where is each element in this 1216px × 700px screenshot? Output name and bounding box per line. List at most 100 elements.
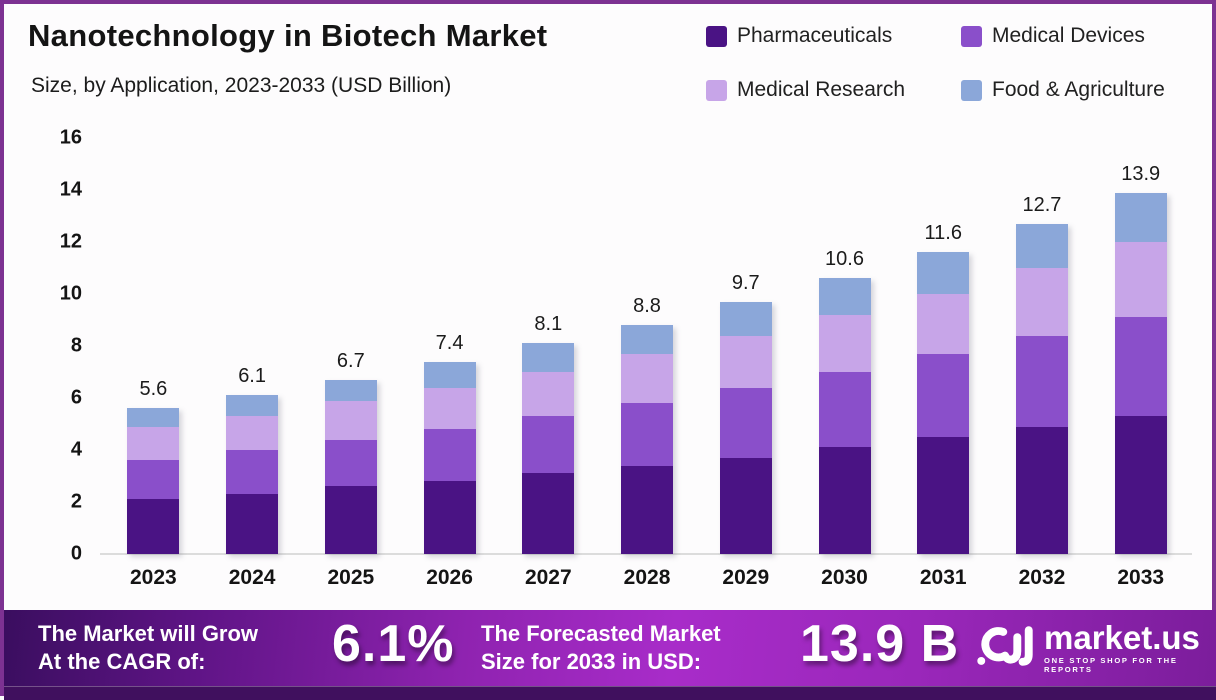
bar-segment-food-agriculture	[621, 325, 674, 354]
bar-segment-pharmaceuticals	[522, 473, 575, 554]
legend: Pharmaceuticals Medical Devices Medical Re…	[706, 24, 1208, 102]
y-tick-label: 0	[70, 542, 82, 565]
y-tick-label: 2	[70, 490, 82, 513]
bar-total-label: 6.1	[238, 365, 266, 388]
legend-item-food-agriculture: Food & Agriculture	[961, 78, 1208, 102]
x-axis-line	[100, 553, 1192, 555]
bar-segment-food-agriculture	[226, 395, 279, 417]
bar-segment-pharmaceuticals	[917, 437, 970, 554]
bar-total-label: 12.7	[1022, 193, 1062, 216]
bar-segment-food-agriculture	[719, 301, 772, 336]
stacked-bar-2025	[324, 379, 377, 554]
bar-segment-medical-research	[1114, 242, 1167, 318]
y-tick-label: 10	[59, 282, 82, 305]
bar-segment-medical-research	[818, 314, 871, 373]
bar-segment-medical-research	[522, 372, 575, 417]
stacked-bar-2030	[818, 278, 871, 554]
bar-segment-medical-devices	[1114, 317, 1167, 417]
stacked-bar-2031	[917, 252, 970, 554]
footer-bottom-strip	[4, 686, 1216, 700]
y-axis: 0 2 4 6 8 10 12 14 16	[34, 127, 82, 565]
x-axis-labels: 2023 2024 2025 2026 2027 2028 2029 2030 2031 2032…	[104, 566, 1190, 590]
stacked-bar-2026	[423, 361, 476, 554]
bar-segment-medical-devices	[818, 372, 871, 448]
bar-total-label: 13.9	[1121, 162, 1161, 185]
bar-column-2026: 7.4	[400, 138, 499, 554]
stacked-bar-2033	[1114, 192, 1167, 554]
stacked-bar-2027	[522, 343, 575, 554]
bar-segment-food-agriculture	[1015, 223, 1068, 269]
bar-segment-medical-devices	[1015, 335, 1068, 427]
stacked-bar-2023	[127, 408, 180, 554]
x-axis-label-2032: 2032	[1018, 566, 1066, 589]
bar-segment-food-agriculture	[127, 408, 180, 427]
bar-column-2029: 9.7	[696, 138, 795, 554]
legend-swatch-icon	[961, 79, 982, 101]
x-axis-label-2030: 2030	[821, 566, 868, 589]
bar-segment-pharmaceuticals	[226, 494, 279, 554]
bar-segment-medical-devices	[621, 403, 674, 466]
cagr-label: The Market will Grow At the CAGR of:	[38, 621, 259, 674]
bar-segment-medical-devices	[127, 460, 180, 500]
bar-segment-food-agriculture	[1114, 192, 1167, 243]
bar-segment-medical-research	[719, 335, 772, 388]
y-tick-label: 12	[59, 230, 82, 253]
x-axis-label-2031: 2031	[919, 566, 967, 589]
cagr-value: 6.1%	[332, 615, 455, 673]
bar-column-2028: 8.8	[598, 138, 697, 554]
bar-total-label: 7.4	[435, 331, 464, 354]
legend-item-medical-research: Medical Research	[706, 78, 953, 102]
bar-column-2032: 12.7	[993, 138, 1092, 554]
legend-label: Food & Agriculture	[992, 78, 1165, 101]
legend-swatch-icon	[706, 25, 727, 47]
bar-column-2024: 6.1	[203, 138, 302, 554]
stacked-bar-2024	[226, 395, 279, 554]
bar-total-label: 11.6	[924, 222, 962, 245]
brand-tagline: ONE STOP SHOP FOR THE REPORTS	[1044, 656, 1178, 674]
y-tick-label: 14	[59, 178, 82, 201]
bar-total-label: 8.8	[633, 295, 661, 318]
bar-column-2030: 10.6	[795, 138, 894, 554]
bar-total-label: 10.6	[825, 248, 864, 271]
bar-total-label: 8.1	[534, 313, 563, 336]
bar-column-2025: 6.7	[301, 138, 400, 554]
x-axis-label-2023: 2023	[130, 566, 177, 589]
market-us-brand-link[interactable]: market.us ONE STOP SHOP FOR THE REPORTS	[976, 621, 1216, 674]
bar-segment-medical-devices	[423, 429, 476, 482]
bar-segment-medical-devices	[324, 439, 377, 487]
y-tick-label: 8	[70, 334, 82, 357]
footer-banner: The Market will Grow At the CAGR of: 6.1…	[4, 610, 1216, 686]
bar-column-2027: 8.1	[499, 138, 598, 554]
forecast-label: The Forecasted Market Size for 2033 in U…	[481, 621, 721, 674]
stacked-bar-2028	[621, 325, 674, 554]
bar-segment-food-agriculture	[818, 278, 871, 315]
bar-segment-medical-research	[324, 400, 377, 440]
legend-label: Medical Devices	[992, 24, 1145, 47]
bar-segment-pharmaceuticals	[621, 465, 674, 554]
legend-swatch-icon	[706, 79, 727, 101]
forecast-value: 13.9 B	[800, 615, 960, 673]
bar-segment-medical-devices	[522, 416, 575, 474]
bar-segment-medical-research	[1015, 268, 1068, 336]
x-axis-label-2027: 2027	[524, 566, 572, 589]
bar-segment-food-agriculture	[423, 361, 476, 388]
bar-segment-pharmaceuticals	[1015, 426, 1068, 554]
x-axis-label-2024: 2024	[228, 566, 276, 589]
legend-item-pharmaceuticals: Pharmaceuticals	[706, 24, 953, 48]
x-axis-label-2025: 2025	[327, 566, 375, 589]
bar-segment-medical-research	[226, 416, 279, 451]
bar-segment-medical-research	[423, 387, 476, 430]
bar-segment-medical-research	[917, 294, 970, 354]
legend-label: Medical Research	[737, 78, 906, 101]
bar-column-2033: 13.9	[1091, 138, 1190, 554]
legend-swatch-icon	[961, 25, 982, 47]
bar-segment-pharmaceuticals	[1114, 416, 1167, 554]
bar-column-2023: 5.6	[104, 138, 203, 554]
market-us-logo-icon	[976, 623, 1034, 674]
bar-segment-medical-research	[127, 426, 180, 461]
x-axis-label-2026: 2026	[426, 566, 473, 589]
bars-area: 5.6 6.1 6.7 7.4 8.1 8.8 9.7 10.6 11.6 12.7 13.9	[104, 138, 1190, 554]
page-subtitle: Size, by Application, 2023-2033 (USD Bil…	[31, 74, 452, 97]
legend-label: Pharmaceuticals	[737, 24, 893, 47]
